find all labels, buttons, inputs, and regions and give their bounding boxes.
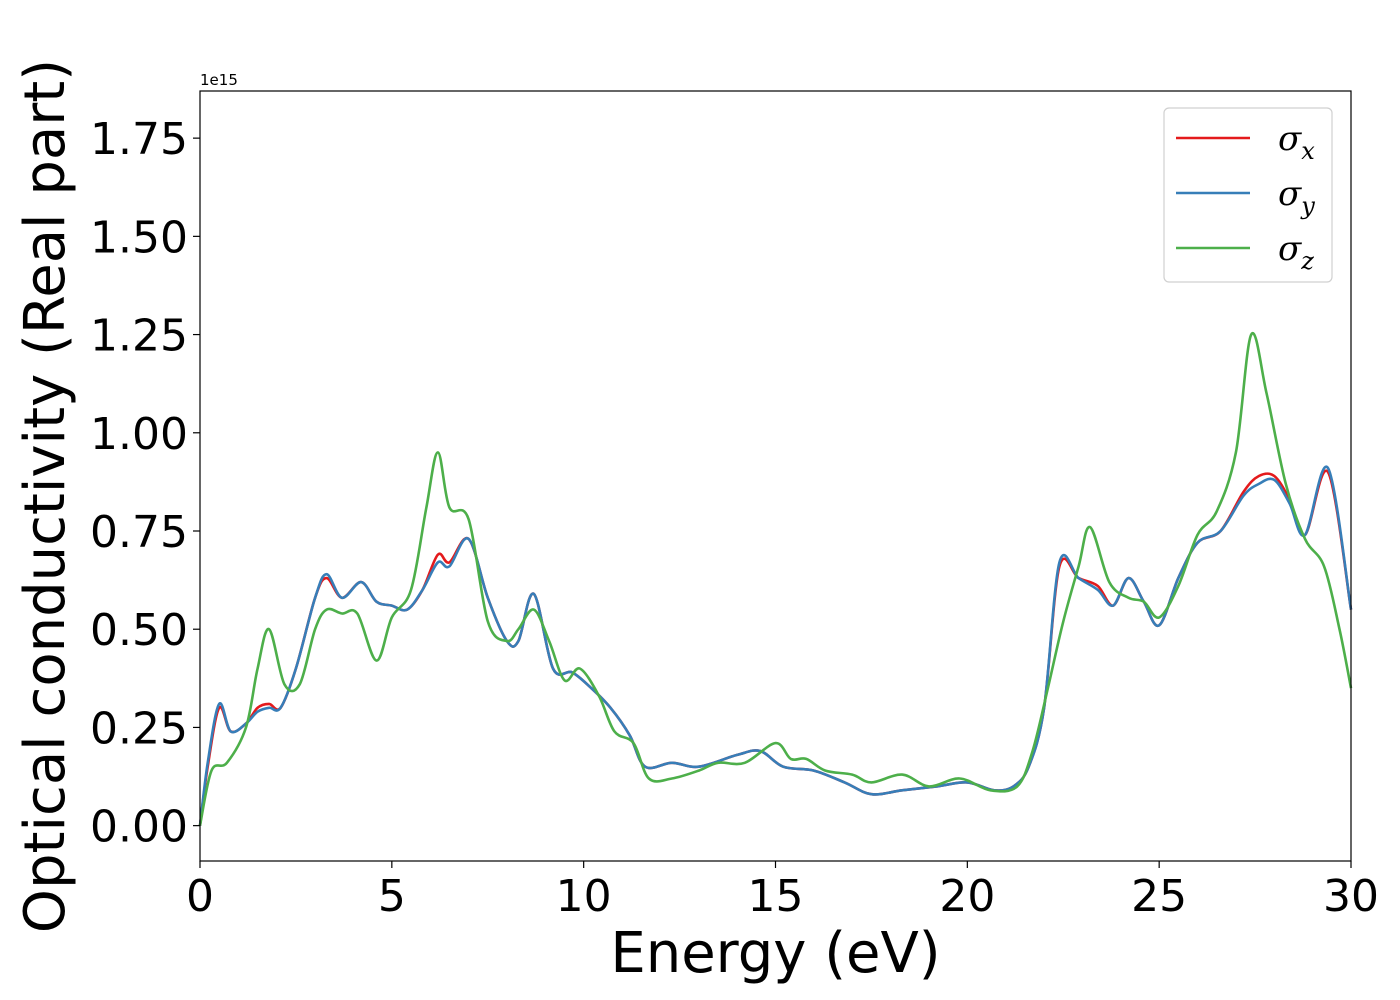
y-axis: 0.00 0.25 0.50 0.75 1.00 1.25 1.50 1.75 (90, 114, 200, 853)
legend-label-z: σz (1278, 229, 1314, 275)
y-tick-label: 1.75 (90, 114, 188, 165)
x-tick-label: 30 (1323, 871, 1379, 922)
y-tick-label: 0.50 (90, 605, 188, 656)
x-tick-label: 20 (939, 871, 995, 922)
y-tick-label: 1.50 (90, 212, 188, 263)
x-axis: 0 5 10 15 20 25 30 (186, 861, 1379, 922)
series-line-z (198, 331, 1353, 826)
legend-subscript: z (1300, 247, 1314, 275)
legend-symbol: σ (1278, 174, 1302, 214)
series-line-y (198, 465, 1353, 826)
legend-subscript: x (1301, 137, 1315, 165)
y-tick-label: 1.25 (90, 311, 188, 362)
legend-subscript: y (1300, 192, 1315, 220)
legend-symbol: σ (1278, 119, 1302, 159)
x-tick-label: 15 (748, 871, 804, 922)
x-tick-label: 5 (378, 871, 406, 922)
y-offset-label: 1e15 (200, 71, 238, 89)
series-layer (198, 331, 1353, 826)
x-axis-title: Energy (eV) (610, 921, 940, 986)
y-tick-label: 0.00 (90, 802, 188, 853)
x-tick-label: 10 (556, 871, 612, 922)
legend-label-y: σy (1278, 174, 1315, 220)
y-axis-title: Optical conductivity (Real part) (13, 59, 78, 933)
x-tick-label: 0 (186, 871, 214, 922)
x-tick-label: 25 (1131, 871, 1187, 922)
y-tick-label: 1.00 (90, 409, 188, 460)
legend-label-x: σx (1278, 119, 1315, 165)
y-tick-label: 0.25 (90, 703, 188, 754)
legend-box (1163, 107, 1333, 283)
y-tick-label: 0.75 (90, 507, 188, 558)
legend-symbol: σ (1278, 229, 1302, 269)
